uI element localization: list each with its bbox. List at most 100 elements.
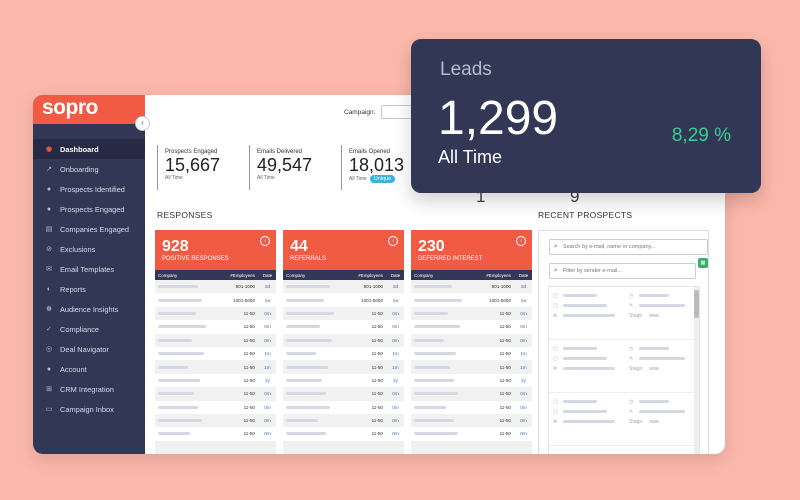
table-row[interactable]: 11-50 0m [411,400,532,414]
table-row[interactable]: 11-50 0m [155,334,276,347]
download-icon[interactable]: ↓ [260,236,270,246]
column-header[interactable]: #Employees [230,272,255,278]
download-icon[interactable]: ↓ [516,236,526,246]
clock-icon: ◷ [629,399,634,405]
column-header[interactable]: Date [518,272,529,278]
column-header[interactable]: Company [414,272,434,278]
table-row[interactable]: 11-50 0m [155,387,276,400]
spreadsheet-icon: ▦ [700,260,706,266]
company-cell [155,418,217,423]
response-caption: POSITIVE RESPONSES [162,256,229,262]
table-row[interactable]: 501-1000 3d [411,280,532,293]
table-row[interactable]: 11-50 0m [411,320,532,334]
column-header[interactable]: Company [158,272,178,278]
table-row[interactable]: 11-50 0m [283,400,404,414]
table-row[interactable]: 11-50 2y [283,373,404,388]
table-row[interactable]: 11-50 0m [155,427,276,441]
collapse-sidebar-button[interactable]: ‹ [135,116,150,131]
employees-cell: 501-1000 [491,284,511,290]
table-row[interactable]: 11-50 1m [155,360,276,373]
sidebar-item-companies-engaged[interactable]: ▤ Companies Engaged [33,219,145,239]
response-count: 928 [162,238,189,255]
employees-cell: 11-50 [371,364,383,370]
table-row[interactable]: 11-50 1m [283,346,404,361]
sidebar-item-compliance[interactable]: ✓ Compliance [33,319,145,339]
table-row[interactable]: 11-50 1m [283,360,404,373]
employees-cell: 11-50 [499,404,511,410]
sidebar-item-dashboard[interactable]: ◉ Dashboard [33,139,145,159]
table-row[interactable]: 11-50 2y [411,373,532,388]
ban-icon: ⊘ [46,246,52,253]
column-header[interactable]: Company [286,272,306,278]
sidebar-item-account[interactable]: ● Account [33,359,145,379]
download-icon[interactable]: ↓ [388,236,398,246]
stat-emails-opened: Emails Opened 18,013 All Time Unique [341,145,404,190]
sidebar-item-crm-integration[interactable]: ⊞ CRM Integration [33,379,145,399]
export-button[interactable]: ▦ [698,258,708,268]
column-header[interactable]: Date [390,272,401,278]
table-row[interactable]: 11-50 1m [411,360,532,373]
table-row[interactable]: 11-50 0m [155,414,276,427]
company-cell [155,431,217,436]
table-row[interactable]: 1001-5000 1w [283,293,404,307]
scrollbar-thumb[interactable] [694,290,699,318]
sidebar-item-email-templates[interactable]: ✉ Email Templates [33,259,145,279]
table-row[interactable]: 11-50 0m [411,414,532,427]
table-row[interactable]: 11-50 2y [155,373,276,388]
table-row[interactable]: 1001-5000 1w [155,293,276,307]
employees-cell: 11-50 [243,310,255,316]
prospect-entry[interactable]: ▢ ▢ ✉ ◷ ✎ Stage: [549,393,699,446]
response-card-header[interactable]: 928 POSITIVE RESPONSES ↓ [155,230,276,270]
blurred-company [158,338,192,342]
sidebar-item-prospects-identified[interactable]: ● Prospects Identified [33,179,145,199]
column-header[interactable]: #Employees [486,272,511,278]
table-row[interactable]: 11-50 0m [155,400,276,414]
sidebar-item-campaign-inbox[interactable]: ▭ Campaign Inbox [33,399,145,419]
table-row[interactable]: 11-50 0m [283,427,404,441]
reports-icon: ◐ [46,285,52,293]
table-row[interactable]: 11-50 0m [411,307,532,320]
response-card-header[interactable]: 230 DEFERRED INTEREST ↓ [411,230,532,270]
sidebar-item-audience-insights[interactable]: ☸ Audience Insights [33,299,145,319]
sidebar-item-reports[interactable]: ◐ Reports [33,279,145,299]
sopro-logo[interactable]: sopro [33,95,145,124]
table-row[interactable]: 11-50 0m [283,320,404,334]
response-card-header[interactable]: 44 REFERRALS ↓ [283,230,404,270]
prospect-entry[interactable]: ▢ ▢ ✉ ◷ ✎ Stage: [549,340,699,393]
table-row[interactable]: 11-50 1m [155,346,276,361]
table-row[interactable]: 11-50 0m [155,307,276,320]
response-card: 230 DEFERRED INTEREST ↓ Company #Employees Da… [411,230,532,454]
sidebar-item-exclusions[interactable]: ⊘ Exclusions [33,239,145,259]
sidebar-item-deal-navigator[interactable]: ◎ Deal Navigator [33,339,145,359]
table-row[interactable]: 1001-5000 1w [411,293,532,307]
search-input[interactable]: ⌕ Search by e-mail, name or company... [549,239,708,255]
prospect-entry[interactable]: ▢ ▢ ✉ ◷ ✎ Stage: [549,287,699,340]
email-icon: ✉ [553,313,558,319]
date-cell: 1m [264,351,271,357]
table-row[interactable]: 11-50 0m [411,427,532,441]
table-row[interactable]: 11-50 0m [155,320,276,334]
prospect-list-scrollbar[interactable] [694,287,699,454]
circle-icon: ● [46,185,52,193]
table-row[interactable]: 11-50 0m [411,334,532,347]
prospect-list[interactable]: ▢ ▢ ✉ ◷ ✎ Stage: ▢ ▢ ✉ ◷ ✎ Stage: ▢ ▢ ✉ ◷ ✎ Stage: [548,286,700,454]
column-header[interactable]: #Employees [358,272,383,278]
sidebar-item-prospects-engaged[interactable]: ● Prospects Engaged [33,199,145,219]
table-row[interactable]: 11-50 1m [411,346,532,361]
employees-cell: 11-50 [243,377,255,383]
column-header[interactable]: Date [262,272,273,278]
unique-badge[interactable]: Unique [369,175,396,183]
filter-input[interactable]: ⌕ Filter by sender e-mail... [549,263,696,279]
table-row[interactable]: 11-50 0m [283,387,404,400]
table-row[interactable]: 11-50 0m [283,414,404,427]
table-row[interactable]: 11-50 0m [283,307,404,320]
sidebar-item-onboarding[interactable]: ↗ Onboarding [33,159,145,179]
table-row[interactable]: 11-50 0m [411,387,532,400]
date-cell: 0m [264,324,271,330]
table-row[interactable]: 501-1000 3d [155,280,276,293]
table-row[interactable]: 501-1000 3d [283,280,404,293]
blurred-company [414,378,454,382]
table-row[interactable]: 11-50 0m [283,334,404,347]
stat-label: Prospects Engaged [165,149,218,155]
company-cell [411,338,473,343]
